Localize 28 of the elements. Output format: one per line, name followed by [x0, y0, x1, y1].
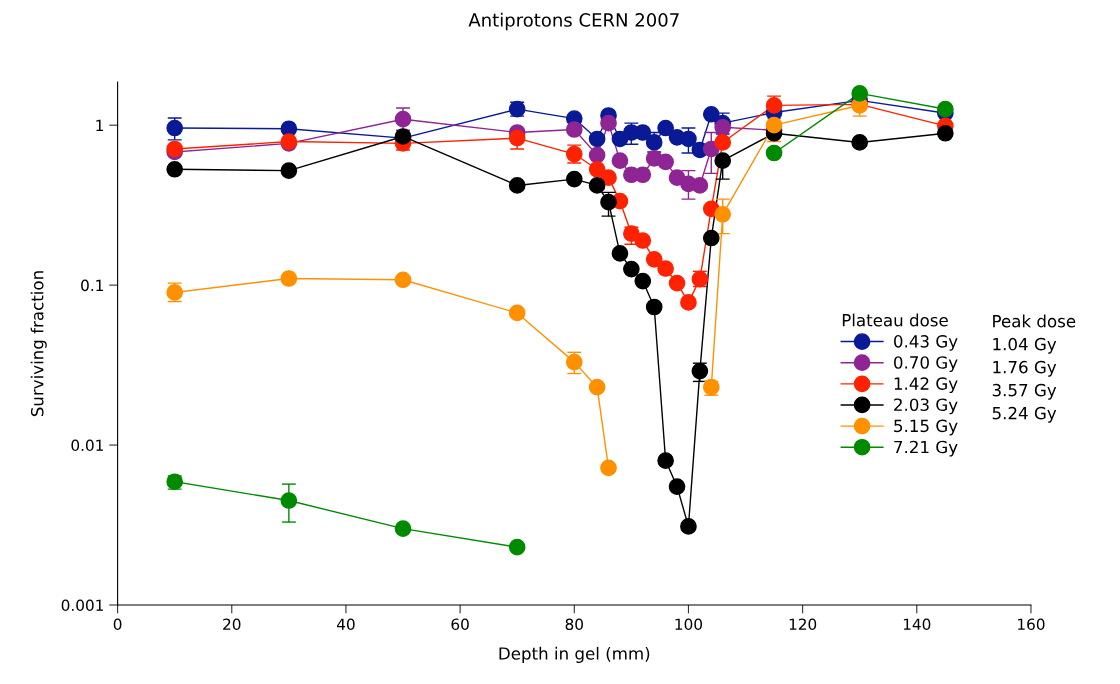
y-axis-title: Surviving fraction — [30, 271, 47, 417]
legend-title: Plateau dose — [842, 313, 948, 327]
chart-title: Antiprotons CERN 2007 — [468, 12, 679, 31]
x-tick-label: 20 — [223, 618, 241, 631]
y-tick-label: 1 — [96, 119, 103, 131]
x-tick-label: 120 — [789, 618, 817, 631]
x-tick-label: 80 — [565, 618, 583, 631]
legend-label: 5.15 Gy — [894, 419, 958, 436]
x-tick-label: 160 — [1018, 618, 1045, 631]
annotation: 3.57 Gy — [992, 383, 1057, 400]
x-tick-label: 0 — [113, 618, 122, 631]
x-tick-label: 100 — [675, 618, 703, 631]
y-tick-label: 0.01 — [71, 439, 103, 452]
legend-label: 0.43 Gy — [894, 335, 958, 351]
legend-label: 0.70 Gy — [894, 356, 958, 372]
x-tick-label: 60 — [451, 618, 469, 631]
annotation: 1.04 Gy — [993, 337, 1057, 354]
legend-label: 2.03 Gy — [894, 398, 958, 415]
legend-label: 1.42 Gy — [894, 377, 958, 394]
x-axis-title: Depth in gel (mm) — [499, 646, 650, 663]
annotation: Peak dose — [993, 314, 1076, 328]
x-tick-label: 140 — [903, 618, 931, 631]
legend-label: 7.21 Gy — [894, 440, 958, 457]
y-tick-label: 0.001 — [61, 599, 103, 612]
annotation: 5.24 Gy — [992, 406, 1057, 423]
y-tick-label: 0.1 — [81, 279, 103, 292]
x-tick-label: 40 — [336, 618, 355, 631]
annotation: 1.76 Gy — [993, 360, 1057, 377]
